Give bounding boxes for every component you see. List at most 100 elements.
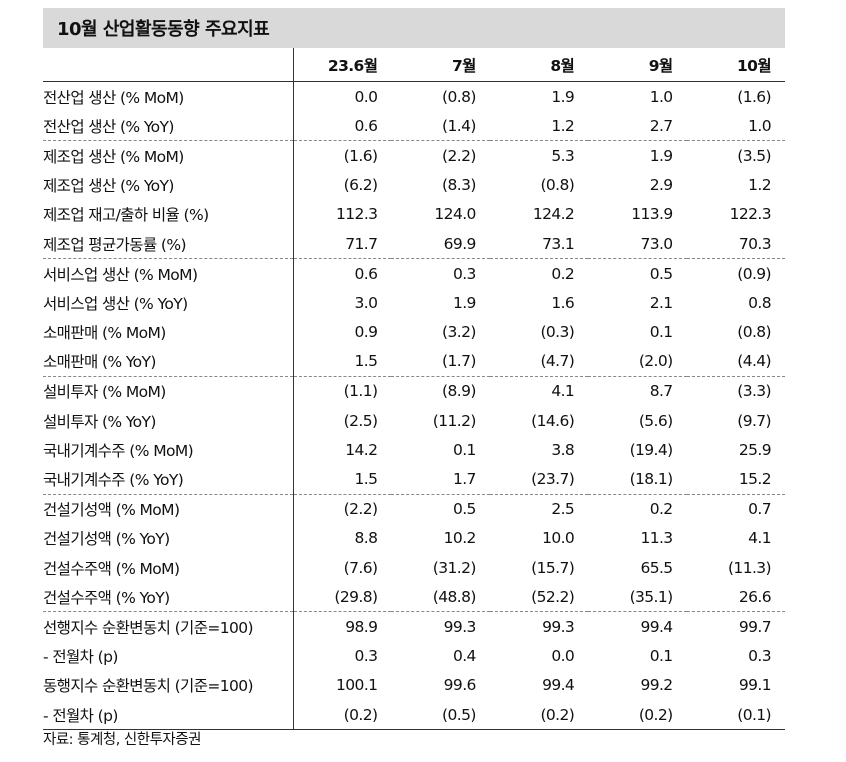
table-row: - 전월차 (p) (0.2) (0.5) (0.2) (0.2) (0.1): [43, 699, 785, 731]
value-cell: 10.2: [443, 529, 477, 548]
value-cell: 0.2: [588, 493, 687, 524]
table-row: 전산업 생산 (% YoY) 0.6 (1.4) 1.2 2.7 1.0: [43, 111, 785, 141]
value-cell: (0.2): [588, 699, 687, 731]
table-row: 전산업 생산 (% MoM) 0.0 (0.8) 1.9 1.0 (1.6): [43, 81, 785, 112]
source-note: 자료: 통계청, 신한투자증권: [43, 732, 201, 748]
value-cell: (1.6): [293, 140, 392, 171]
value-cell: 2.5: [489, 493, 589, 524]
table-row: 동행지수 순환변동치 (기준=100) 100.1 99.6 99.4 99.2 99.1: [43, 670, 785, 700]
value-cell: 0.5: [391, 493, 490, 524]
value-cell: 0.6: [354, 116, 378, 135]
value-cell: 0.2: [489, 258, 589, 289]
value-cell: 73.0: [640, 234, 673, 253]
table-row: 건설수주액 (% YoY) (29.8) (48.8) (52.2) (35.1) 26.…: [43, 582, 785, 612]
value-cell: (6.2): [343, 176, 378, 195]
value-cell: 4.1: [489, 375, 589, 407]
value-cell: 70.3: [738, 234, 772, 253]
value-cell: 26.6: [738, 587, 772, 606]
value-cell: (3.3): [686, 375, 785, 407]
value-cell: (2.0): [638, 352, 673, 371]
value-cell: (3.2): [442, 323, 476, 342]
row-label: 서비스업 생산 (% MoM): [43, 258, 294, 289]
value-cell: (23.7): [531, 470, 575, 489]
value-cell: 3.0: [354, 293, 378, 312]
value-cell: (8.9): [391, 375, 490, 407]
value-cell: 0.5: [588, 258, 687, 289]
value-cell: 99.4: [588, 611, 687, 642]
value-cell: 5.3: [489, 140, 589, 171]
table-row: 건설기성액 (% MoM) (2.2) 0.5 2.5 0.2 0.7: [43, 493, 785, 524]
row-label: 소매판매 (% YoY): [43, 346, 294, 377]
value-cell: (1.1): [293, 375, 392, 407]
value-cell: 1.2: [748, 176, 771, 195]
table-row: 서비스업 생산 (% YoY) 3.0 1.9 1.6 2.1 0.8: [43, 288, 785, 318]
value-cell: (3.5): [686, 140, 785, 171]
value-cell: (0.3): [540, 323, 575, 342]
table-row: 건설기성액 (% YoY) 8.8 10.2 10.0 11.3 4.1: [43, 523, 785, 553]
value-cell: 99.4: [542, 676, 575, 695]
row-label: 국내기계수주 (% YoY): [43, 464, 294, 495]
value-cell: 2.7: [649, 116, 673, 135]
value-cell: 99.1: [738, 676, 772, 695]
value-cell: (0.2): [489, 699, 589, 731]
row-label: 제조업 평균가동률 (%): [43, 228, 294, 259]
value-cell: (1.6): [737, 87, 771, 106]
value-cell: 0.3: [748, 647, 771, 666]
value-cell: 99.7: [686, 611, 785, 642]
table-row: 국내기계수주 (% YoY) 1.5 1.7 (23.7) (18.1) 15.2: [43, 464, 785, 495]
row-label: 전산업 생산 (% YoY): [43, 111, 294, 141]
value-cell: 1.5: [354, 352, 378, 371]
table-row: 설비투자 (% MoM) (1.1) (8.9) 4.1 8.7 (3.3): [43, 375, 785, 407]
value-cell: (48.8): [432, 587, 477, 606]
value-cell: (52.2): [531, 587, 575, 606]
value-cell: 69.9: [443, 234, 477, 253]
value-cell: (11.2): [432, 411, 477, 430]
table-row: 제조업 평균가동률 (%) 71.7 69.9 73.1 73.0 70.3: [43, 228, 785, 259]
value-cell: 14.2: [345, 440, 378, 459]
value-cell: 25.9: [738, 440, 772, 459]
value-cell: 0.0: [354, 87, 378, 106]
table-row: 설비투자 (% YoY) (2.5) (11.2) (14.6) (5.6) (9.7): [43, 406, 785, 436]
value-cell: 0.3: [391, 258, 490, 289]
value-cell: (14.6): [531, 411, 575, 430]
value-cell: 99.3: [489, 611, 589, 642]
value-cell: 0.8: [748, 293, 771, 312]
value-cell: 99.2: [640, 676, 673, 695]
value-cell: (1.4): [442, 116, 476, 135]
value-cell: (15.7): [531, 558, 575, 577]
value-cell: 1.2: [551, 116, 575, 135]
row-label: - 전월차 (p): [43, 641, 294, 671]
value-cell: 124.0: [434, 205, 476, 224]
value-cell: 4.1: [748, 529, 771, 548]
value-cell: (2.5): [343, 411, 378, 430]
value-cell: (8.3): [442, 176, 476, 195]
table-title-bar: 10월 산업활동동향 주요지표: [43, 8, 785, 48]
value-cell: 98.9: [293, 611, 392, 642]
table-body: 전산업 생산 (% MoM) 0.0 (0.8) 1.9 1.0 (1.6) 전산업 생산 …: [43, 81, 785, 731]
row-label: - 전월차 (p): [43, 699, 294, 731]
row-label: 소매판매 (% MoM): [43, 317, 294, 347]
value-cell: 2.9: [649, 176, 673, 195]
value-cell: 1.0: [748, 116, 771, 135]
column-header: 8월: [489, 48, 589, 82]
indicator-table: 23.6월 7월 8월 9월 10월 전산업 생산 (% MoM) 0.0 (0.8…: [43, 48, 785, 731]
value-cell: 1.9: [551, 87, 575, 106]
row-label: 제조업 재고/출하 비율 (%): [43, 199, 294, 229]
value-cell: 65.5: [640, 558, 673, 577]
row-label: 서비스업 생산 (% YoY): [43, 288, 294, 318]
column-header: 9월: [588, 48, 687, 82]
value-cell: 10.0: [542, 529, 575, 548]
table-title: 10월 산업활동동향 주요지표: [57, 19, 270, 40]
row-label: 국내기계수주 (% MoM): [43, 435, 294, 465]
value-cell: 1.6: [551, 293, 575, 312]
table-row: 건설수주액 (% MoM) (7.6) (31.2) (15.7) 65.5 (11.3): [43, 553, 785, 583]
column-header: 7월: [391, 48, 490, 82]
value-cell: 11.3: [640, 529, 673, 548]
column-header: 23.6월: [293, 48, 392, 82]
value-cell: 15.2: [738, 470, 772, 489]
value-cell: 0.1: [649, 323, 673, 342]
value-cell: 2.1: [649, 293, 673, 312]
value-cell: (4.4): [737, 352, 771, 371]
value-cell: (1.7): [442, 352, 476, 371]
value-cell: (0.1): [686, 699, 785, 731]
